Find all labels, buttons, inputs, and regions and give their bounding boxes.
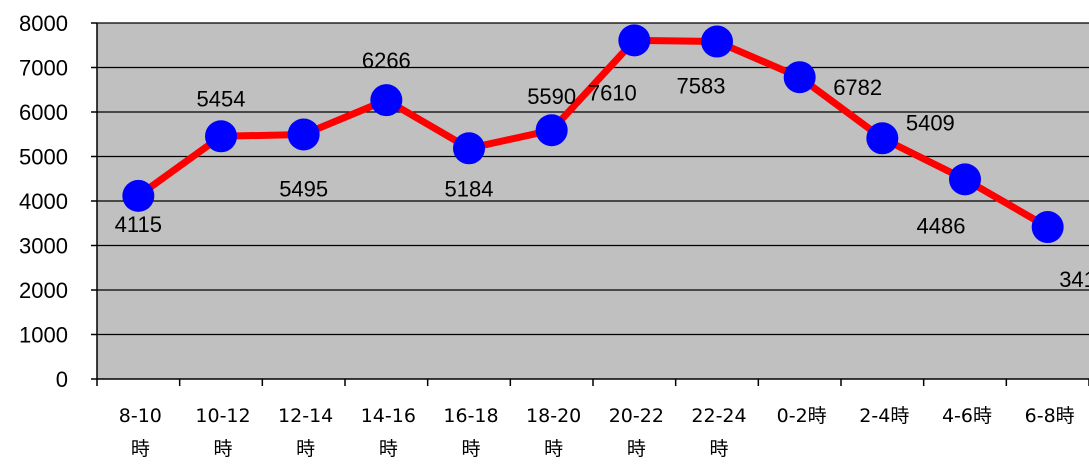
data-point-marker — [287, 118, 320, 151]
x-tick-label: 18-20 時 — [526, 405, 581, 460]
data-label: 3415 — [1059, 267, 1089, 292]
data-point-marker — [453, 132, 485, 165]
data-label: 4115 — [115, 212, 162, 237]
x-tick-label: 2-4時 — [859, 405, 909, 427]
y-tick-label: 6000 — [19, 100, 68, 125]
data-point-marker — [618, 24, 651, 57]
y-tick-label: 5000 — [19, 145, 68, 170]
data-label: 5454 — [197, 86, 246, 111]
data-point-marker — [370, 84, 403, 117]
x-tick-label: 20-22 時 — [609, 405, 664, 460]
data-point-marker — [701, 25, 733, 58]
x-tick-label: 10-12 時 — [195, 405, 250, 460]
data-label: 7583 — [677, 74, 726, 99]
x-tick-label: 8-10 時 — [119, 405, 162, 460]
y-tick-label: 7000 — [19, 56, 68, 81]
y-tick-label: 1000 — [19, 323, 68, 348]
x-tick-label: 0-2時 — [777, 405, 827, 427]
data-label: 5495 — [279, 176, 328, 201]
x-tick-label: 14-16 時 — [361, 405, 416, 460]
data-point-marker — [866, 122, 899, 155]
data-label: 5590 — [527, 84, 576, 109]
data-label: 5184 — [445, 176, 494, 201]
data-point-marker — [949, 163, 981, 196]
y-tick-label: 3000 — [19, 234, 68, 259]
data-label: 7610 — [588, 80, 637, 105]
x-tick-label: 12-14 時 — [278, 405, 333, 460]
data-labels: 4115 5454 5495 6266 5184 5590 7610 7583 6782 5409… — [115, 48, 1089, 292]
x-tick-label: 22-24 時 — [691, 405, 746, 460]
data-markers — [122, 24, 1064, 244]
x-tick-label: 6-8時 — [1025, 405, 1075, 427]
y-tick-label: 4000 — [19, 189, 68, 214]
y-tick-label: 2000 — [19, 278, 68, 303]
gridlines — [97, 22, 1089, 336]
data-point-marker — [783, 61, 816, 94]
x-axis: 8-10 時 10-12 時 12-14 時 14-16 時 16-18 時 18-20 時 20-22… — [96, 378, 1089, 460]
y-tick-label: 0 — [56, 367, 68, 392]
data-point-marker — [122, 179, 155, 212]
y-tick-label: 8000 — [19, 11, 68, 36]
data-label: 6782 — [833, 75, 882, 100]
data-point-marker — [205, 120, 237, 153]
x-tick-label: 16-18 時 — [443, 405, 498, 460]
data-label: 6266 — [362, 48, 411, 73]
data-label: 4486 — [917, 213, 966, 238]
data-label: 5409 — [906, 110, 955, 135]
y-axis: 0 1000 2000 3000 4000 5000 6000 7000 8000 — [19, 11, 98, 392]
data-point-marker — [1031, 211, 1064, 244]
x-tick-label: 4-6時 — [942, 405, 992, 427]
data-point-marker — [535, 114, 568, 147]
